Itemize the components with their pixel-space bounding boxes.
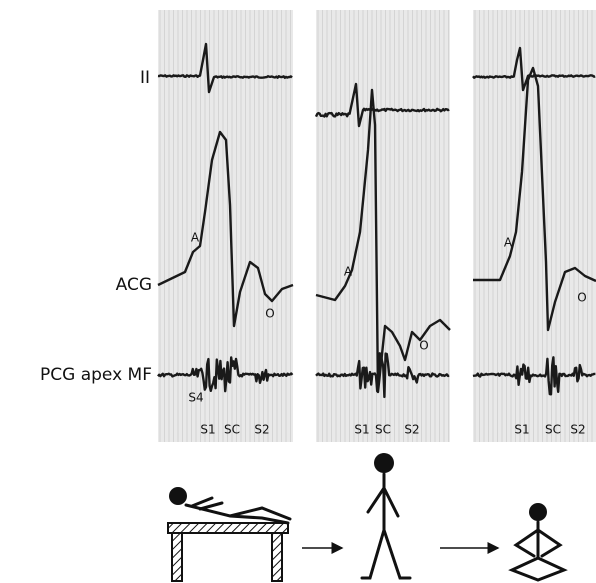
- sound-label: S1: [354, 423, 369, 437]
- sound-label: SC: [224, 423, 240, 437]
- labels: II ACG PCG apex MF A O S4 S1 SC S2 A O S1 SC S2 A O S1 SC…: [40, 68, 587, 437]
- ecg-trace: [472, 46, 596, 92]
- pcg-trace: [472, 356, 596, 396]
- sound-label: S4: [188, 391, 203, 405]
- panel-bg: [158, 10, 293, 442]
- sound-label: S2: [404, 423, 419, 437]
- supine-figure: [167, 487, 292, 582]
- pcg-trace: [315, 352, 450, 399]
- sound-label: S2: [254, 423, 269, 437]
- sound-label: S2: [570, 423, 585, 437]
- standing-figure: [360, 453, 412, 580]
- wave-label: O: [419, 339, 428, 353]
- lead-label: ACG: [116, 275, 152, 295]
- wave-label: A: [504, 236, 513, 250]
- sound-label: SC: [545, 423, 561, 437]
- wave-label: A: [344, 265, 353, 279]
- acg-trace: [473, 66, 596, 332]
- wave-label: O: [265, 307, 274, 321]
- acg-trace: [157, 130, 294, 328]
- pcg-trace: [157, 356, 294, 393]
- wave-label: O: [577, 291, 586, 305]
- ecg-trace: [314, 82, 450, 128]
- wave-label: A: [191, 231, 200, 245]
- sitting-figure: [508, 503, 568, 582]
- sound-label: S1: [514, 423, 529, 437]
- panels: [157, 10, 596, 442]
- lead-label: PCG apex MF: [40, 365, 152, 385]
- sound-label: S1: [200, 423, 215, 437]
- lead-label: II: [140, 68, 150, 88]
- sound-label: SC: [375, 423, 391, 437]
- ecg-trace: [157, 42, 293, 94]
